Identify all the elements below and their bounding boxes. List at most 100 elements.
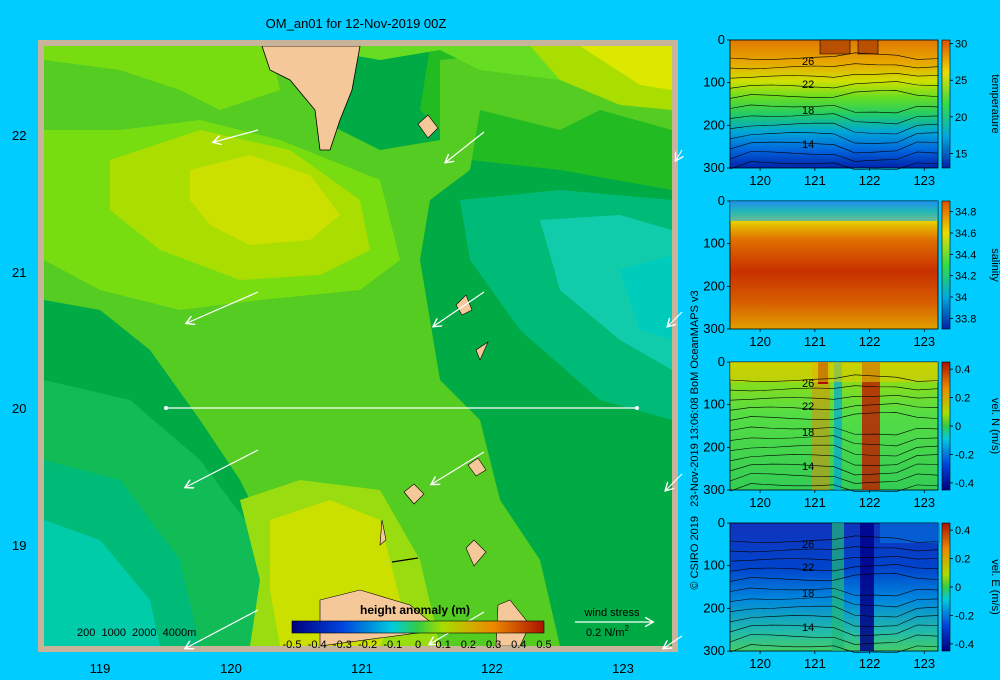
colorbar-tick: 25	[955, 75, 967, 87]
contour-line	[729, 546, 939, 553]
y-tick: 100	[703, 236, 725, 251]
colorbar-tick: 0.4	[955, 364, 970, 376]
contour-line	[729, 556, 939, 562]
x-tick: 119	[90, 661, 111, 676]
x-tick: 122	[859, 334, 881, 349]
contour-line	[729, 624, 939, 637]
wind-arrow	[432, 451, 485, 484]
colorbar-tick: 0	[955, 421, 961, 433]
colorbar-tick: 34.6	[955, 228, 976, 240]
wind-arrow	[187, 291, 259, 323]
section-label: salinity	[989, 248, 1000, 282]
colorbar-tick: 0.4	[511, 639, 526, 651]
contour-line	[729, 52, 939, 60]
colorbar-tick: 34.4	[955, 249, 976, 261]
colorbar-tick: 0.2	[955, 393, 970, 405]
contour-line	[729, 374, 939, 382]
colorbar-tick: 0.2	[955, 554, 970, 566]
contour-line	[729, 122, 939, 135]
y-tick: 200	[703, 278, 725, 293]
y-tick: 19	[12, 538, 26, 553]
x-tick: 122	[859, 656, 881, 671]
colorbar-tick: -0.3	[333, 639, 352, 651]
colorbar-tick: 0.3	[486, 639, 501, 651]
section-field	[729, 39, 939, 169]
wind-arrow	[186, 609, 259, 648]
colorbar	[941, 522, 951, 652]
y-tick: 200	[703, 600, 725, 615]
x-tick: 123	[913, 334, 935, 349]
colorbar-tick: 0.5	[536, 639, 551, 651]
colorbar-tick: 20	[955, 112, 967, 124]
wind-arrow	[676, 149, 682, 160]
y-tick: 22	[12, 128, 26, 143]
y-tick: 300	[703, 321, 725, 336]
contour-label: 22	[802, 562, 814, 574]
colorbar-tick: 34.2	[955, 271, 976, 283]
y-tick: 100	[703, 75, 725, 90]
y-tick: 0	[718, 354, 725, 369]
colorbar-tick: 0.1	[436, 639, 451, 651]
height-colorbar: height anomaly (m) -0.5 -0.4 -0.3 -0.2 -0.1 0…	[283, 603, 552, 651]
section-panel-2: 0 100 200 300 120 121 122 123 34.8 34.6 34.4 34.2 34…	[703, 193, 1000, 349]
page-title: OM_an01 for 12-Nov-2019 00Z	[266, 16, 447, 31]
contour-line	[729, 454, 939, 466]
colorbar-tick: 0	[415, 639, 421, 651]
colorbar-tick: -0.2	[955, 449, 974, 461]
x-tick: 121	[804, 173, 826, 188]
y-tick: 300	[703, 160, 725, 175]
map-x-ticks: 119 120 121 122 123	[90, 661, 634, 676]
y-tick: 0	[718, 193, 725, 208]
contour-line	[729, 403, 939, 411]
x-tick: 120	[749, 495, 771, 510]
y-tick: 200	[703, 439, 725, 454]
depth-legend: 200 1000 2000 4000m	[77, 627, 196, 639]
colorbar-tick: 34	[955, 292, 967, 304]
section-panel-3: 26 22 18 14 0 100 200 300 120 121 122 123 0.4 0.2 0 -0.…	[703, 354, 1000, 510]
wind-arrow	[668, 311, 683, 326]
wind-arrow	[186, 449, 259, 487]
contour-line	[729, 644, 939, 653]
x-tick: 122	[481, 661, 503, 676]
colorbar-tick: 34.8	[955, 207, 976, 219]
contour-label: 14	[802, 461, 814, 473]
section-line	[164, 406, 639, 410]
contour-label: 22	[802, 401, 814, 413]
x-tick: 121	[804, 495, 826, 510]
contour-line	[729, 473, 939, 484]
x-tick: 121	[351, 661, 373, 676]
y-tick: 300	[703, 482, 725, 497]
section-field	[729, 200, 939, 330]
contour-label: 14	[802, 139, 814, 151]
x-tick: 120	[749, 173, 771, 188]
colorbar	[941, 361, 951, 491]
colorbar-tick: 30	[955, 39, 967, 51]
wind-arrow	[434, 291, 485, 326]
x-tick: 123	[612, 661, 634, 676]
contour-line	[729, 63, 939, 70]
colorbar	[941, 39, 951, 169]
colorbar-tick: 0	[955, 582, 961, 594]
contour-line	[729, 634, 939, 645]
y-tick: 200	[703, 117, 725, 132]
colorbar-tick: 0.4	[955, 525, 970, 537]
y-tick: 100	[703, 558, 725, 573]
colorbar-tick: -0.2	[358, 639, 377, 651]
x-tick: 123	[913, 173, 935, 188]
y-tick: 100	[703, 397, 725, 412]
colorbar-tick: 33.8	[955, 313, 976, 325]
contour-line	[729, 587, 939, 597]
contour-line	[729, 151, 939, 162]
y-tick: 21	[12, 265, 26, 280]
contour-line	[729, 435, 939, 447]
contour-label: 18	[802, 427, 814, 439]
wind-label: wind stress	[583, 607, 640, 619]
section-features	[730, 201, 938, 221]
section-features	[729, 362, 939, 492]
x-tick: 123	[913, 495, 935, 510]
contour-label: 26	[802, 539, 814, 551]
contour-line	[729, 395, 939, 401]
colorbar-tick: -0.5	[283, 639, 302, 651]
contour-line	[729, 605, 939, 618]
contour-line	[729, 483, 939, 492]
